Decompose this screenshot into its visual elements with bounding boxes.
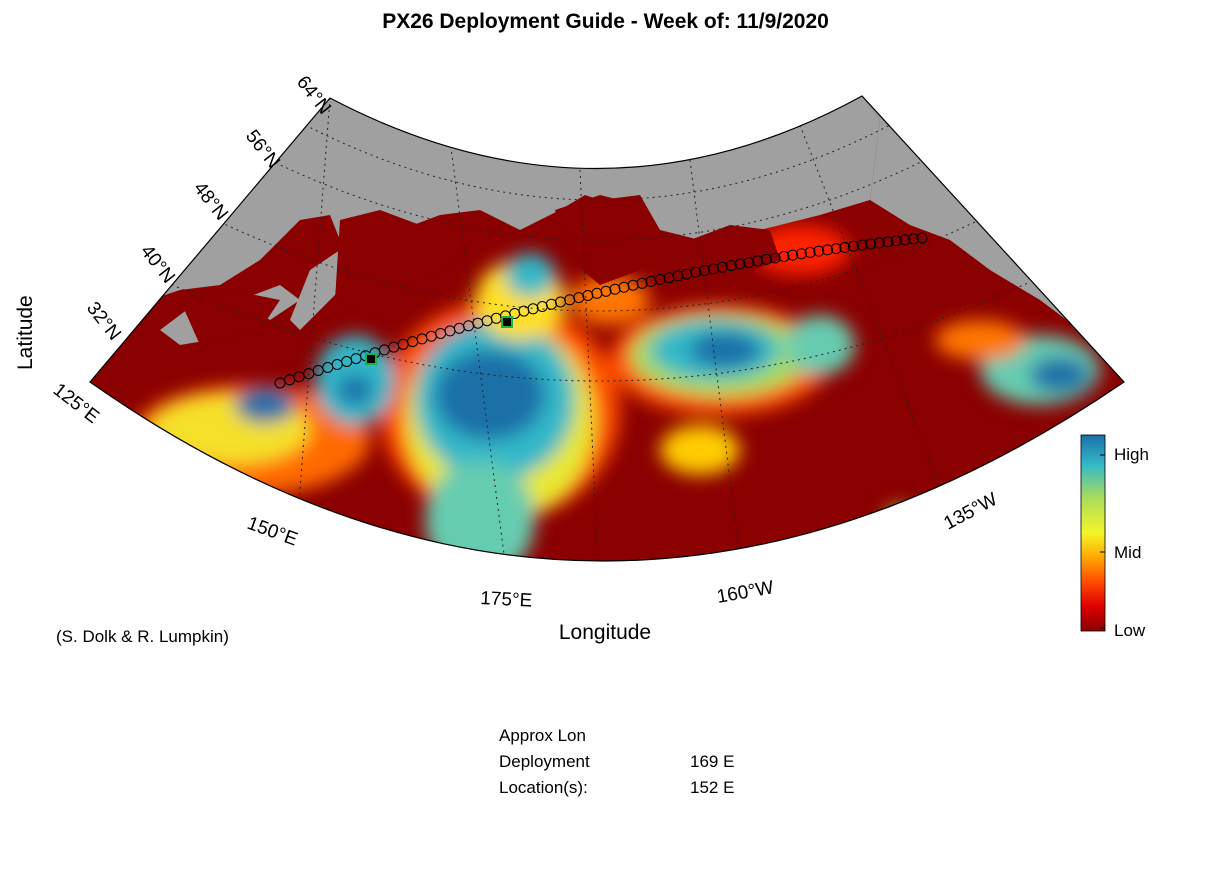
- deployment-table: Approx Lon Deployment 169 E Location(s): 1…: [499, 723, 799, 801]
- track-point: [627, 279, 639, 291]
- credit: (S. Dolk & R. Lumpkin): [56, 627, 229, 646]
- track-point: [708, 263, 719, 275]
- track-point: [778, 251, 790, 262]
- map-frame: [89, 95, 1125, 562]
- track-point: [890, 235, 902, 247]
- track-point: [804, 246, 816, 258]
- track-point: [293, 371, 305, 383]
- track-point: [839, 241, 851, 253]
- track-point: [743, 257, 755, 268]
- y-axis-label: Latitude: [14, 295, 37, 370]
- colorbar-label-high: High: [1114, 445, 1149, 464]
- track-point: [873, 237, 885, 249]
- lon-tick-160w: 160°W: [715, 577, 775, 608]
- ship-track: [274, 232, 928, 389]
- track-point: [769, 252, 781, 264]
- track-point: [645, 275, 657, 287]
- track-point: [699, 265, 711, 277]
- track-point: [672, 270, 684, 282]
- track-point: [752, 255, 764, 267]
- track-point: [813, 245, 825, 257]
- track-point: [916, 232, 928, 244]
- lat-tick-48n: 48°N: [189, 178, 232, 224]
- track-point: [882, 236, 894, 248]
- graticule: [165, 97, 1031, 561]
- track-point: [654, 274, 666, 285]
- track-point: [899, 234, 911, 246]
- deployment-location-2: 152 E: [690, 778, 735, 797]
- deployment-location-1: 169 E: [690, 752, 735, 771]
- track-point: [830, 243, 842, 255]
- map-field: [90, 96, 1124, 561]
- lat-tick-40n: 40°N: [136, 241, 179, 287]
- colorbar-label-mid: Mid: [1114, 543, 1142, 562]
- sst-field: [130, 225, 1100, 561]
- track-point: [865, 238, 877, 250]
- colorbar-label-low: Low: [1114, 621, 1146, 640]
- deployment-row2-label: Location(s):: [499, 778, 588, 797]
- track-point: [848, 240, 859, 252]
- track-point: [856, 239, 868, 251]
- deployment-markers: [365, 316, 513, 365]
- track-point: [274, 377, 286, 389]
- track-point: [725, 260, 737, 272]
- deployment-marker-169e: [501, 316, 513, 328]
- lon-tick-175e: 175°E: [480, 588, 533, 612]
- deployment-header: Approx Lon: [499, 726, 586, 745]
- track-point: [690, 266, 702, 278]
- track-point: [787, 249, 799, 261]
- deployment-row1-label: Deployment: [499, 752, 590, 771]
- deployment-marker-152e: [365, 353, 377, 365]
- track-point: [822, 244, 833, 256]
- track-point: [760, 253, 772, 265]
- track-point: [734, 258, 746, 270]
- track-point: [908, 233, 919, 245]
- lon-tick-135w: 135°W: [940, 489, 1000, 534]
- x-axis-label: Longitude: [558, 621, 652, 644]
- lat-tick-32n: 32°N: [82, 298, 125, 344]
- track-point: [716, 261, 728, 273]
- track-point: [681, 268, 693, 280]
- track-point: [663, 272, 675, 284]
- lon-tick-125e: 125°E: [49, 379, 103, 428]
- track-point: [795, 248, 807, 260]
- lon-tick-150e: 150°E: [244, 513, 300, 551]
- figure-title: PX26 Deployment Guide - Week of: 11/9/20…: [382, 10, 829, 33]
- colorbar: [1080, 434, 1106, 632]
- track-point: [636, 277, 648, 289]
- track-point: [609, 283, 621, 295]
